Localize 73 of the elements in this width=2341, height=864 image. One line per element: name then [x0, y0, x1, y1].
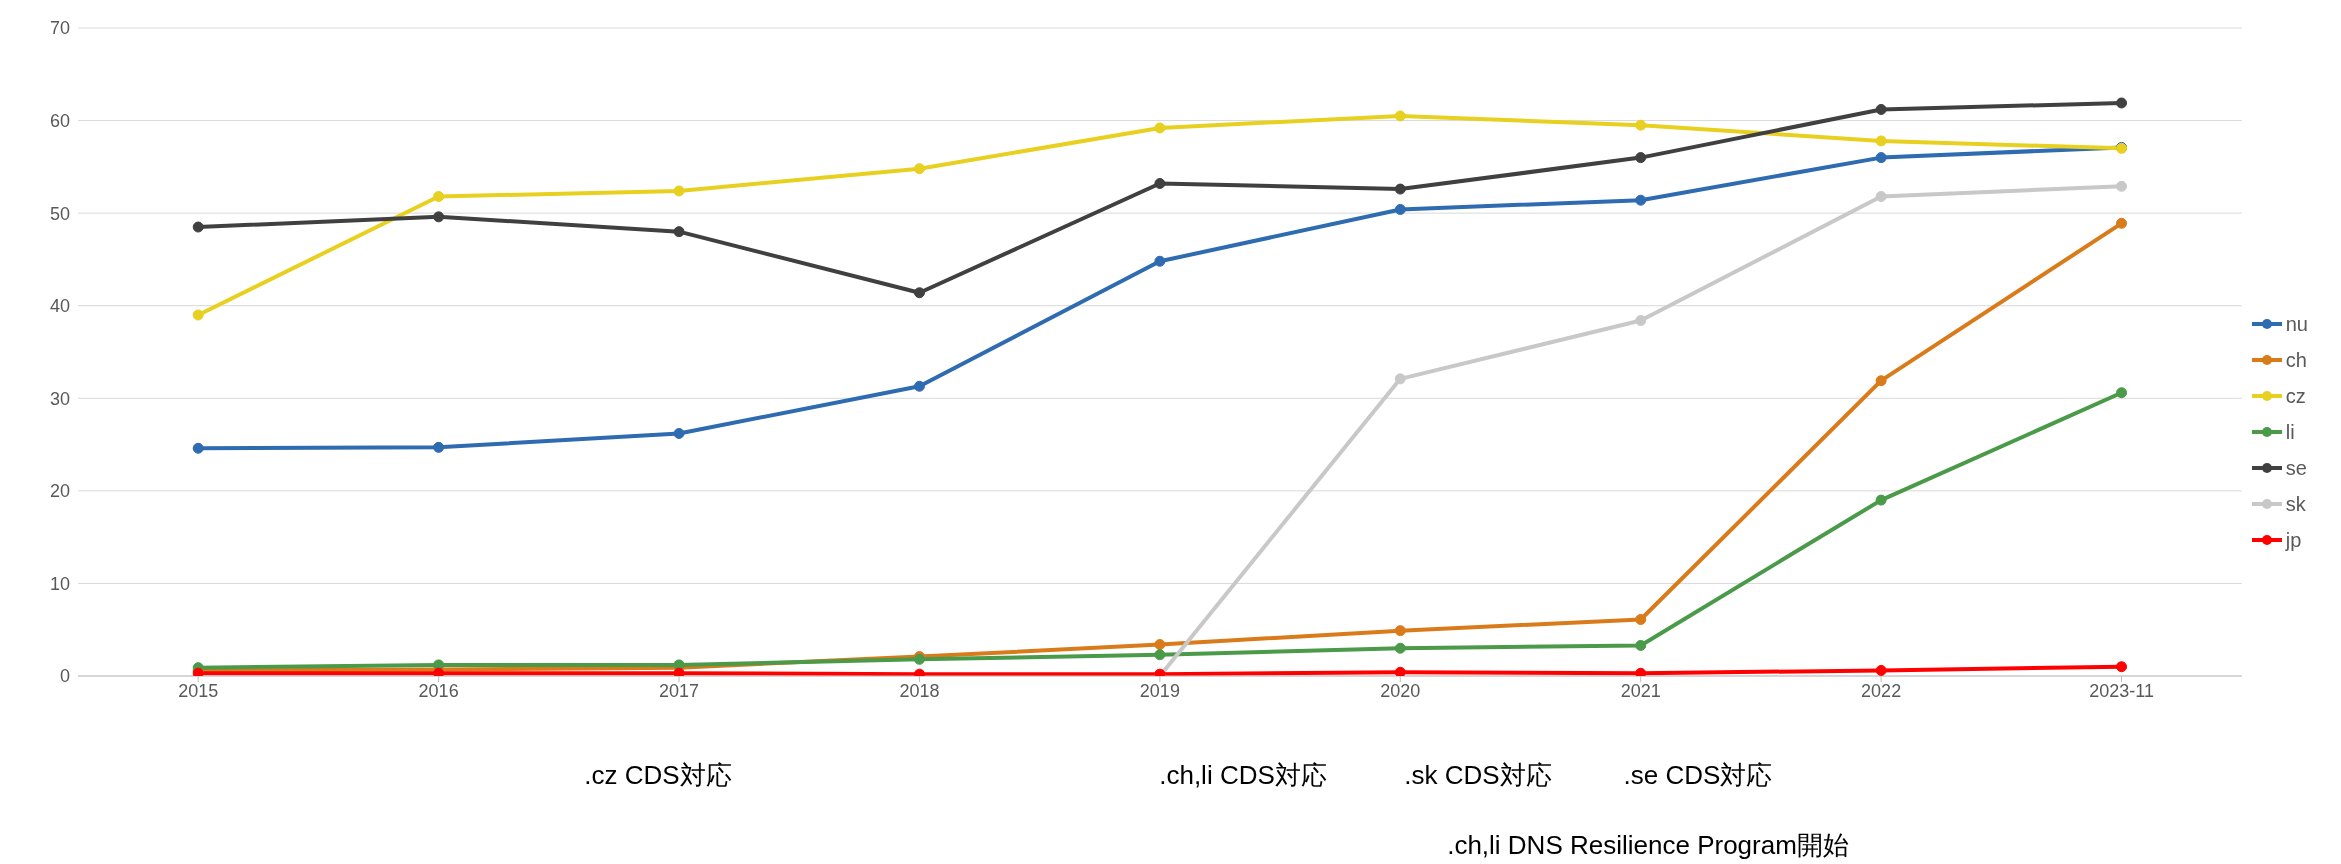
legend-label: li — [2285, 420, 2295, 444]
point — [1154, 639, 1166, 651]
point — [673, 185, 685, 197]
point — [1875, 135, 1887, 147]
point — [1875, 152, 1887, 164]
point — [1875, 103, 1887, 115]
point — [2116, 661, 2128, 673]
point — [192, 309, 204, 321]
point — [1154, 649, 1166, 661]
point — [1394, 666, 1406, 676]
point — [1154, 255, 1166, 267]
point — [1635, 639, 1647, 651]
point — [1394, 625, 1406, 637]
point — [1154, 178, 1166, 190]
text: .se CDS対応 — [1623, 759, 1773, 792]
x-tick-label: 2020 — [1380, 680, 1421, 701]
point — [673, 427, 685, 439]
y-tick-label: 0 — [59, 666, 70, 687]
x-tick-label: 2017 — [659, 680, 700, 701]
point — [1635, 119, 1647, 131]
legend-label: jp — [2285, 528, 2302, 552]
legend-label: cz — [2285, 384, 2306, 408]
point — [433, 211, 445, 223]
point — [1635, 614, 1647, 626]
y-tick-label: 10 — [49, 573, 70, 594]
x-tick-label: 2022 — [1861, 680, 1902, 701]
point — [673, 226, 685, 238]
point — [2116, 180, 2128, 192]
point — [1875, 375, 1887, 387]
x-tick-label: 2016 — [418, 680, 459, 701]
point — [433, 441, 445, 453]
point — [2116, 387, 2128, 399]
point — [1635, 315, 1647, 327]
point — [1875, 494, 1887, 506]
text: .cz CDS対応 — [584, 759, 732, 792]
y-tick-label: 70 — [49, 18, 70, 39]
y-tick-label: 40 — [49, 296, 70, 317]
x-tick-label: 2015 — [178, 680, 219, 701]
point — [192, 221, 204, 233]
point — [913, 287, 925, 299]
y-tick-label: 60 — [49, 110, 70, 131]
point — [1394, 183, 1406, 195]
point — [913, 163, 925, 175]
x-tick-label: 2021 — [1620, 680, 1661, 701]
x-tick-label: 2019 — [1139, 680, 1180, 701]
text: .ch,li CDS対応 — [1159, 759, 1327, 792]
point — [1635, 667, 1647, 676]
text: .ch,li DNS Resilience Program開始 — [1447, 829, 1849, 862]
y-tick-label: 30 — [49, 388, 70, 409]
point — [192, 442, 204, 454]
x-tick-label: 2023-11 — [2089, 680, 2154, 701]
point — [1635, 152, 1647, 164]
point — [1875, 664, 1887, 676]
legend-label: sk — [2285, 492, 2306, 516]
x-tick-label: 2018 — [899, 680, 940, 701]
point — [433, 190, 445, 202]
legend-label: se — [2285, 456, 2307, 480]
y-tick-label: 50 — [49, 203, 70, 224]
point — [1154, 122, 1166, 134]
point — [1394, 203, 1406, 215]
point — [2116, 217, 2128, 229]
y-tick-label: 20 — [49, 481, 70, 502]
legend-label: nu — [2285, 312, 2308, 336]
point — [1875, 190, 1887, 202]
point — [2116, 97, 2128, 109]
point — [1635, 194, 1647, 206]
legend-label: ch — [2285, 348, 2307, 372]
point — [673, 667, 685, 676]
point — [913, 380, 925, 392]
text: .sk CDS対応 — [1404, 759, 1552, 792]
point — [1394, 110, 1406, 122]
point — [1394, 373, 1406, 385]
point — [1394, 642, 1406, 654]
